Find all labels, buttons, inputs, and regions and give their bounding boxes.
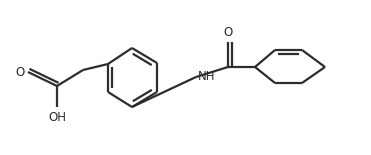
- Text: NH: NH: [198, 69, 216, 82]
- Text: OH: OH: [48, 111, 66, 124]
- Text: O: O: [223, 26, 233, 39]
- Text: O: O: [16, 66, 25, 78]
